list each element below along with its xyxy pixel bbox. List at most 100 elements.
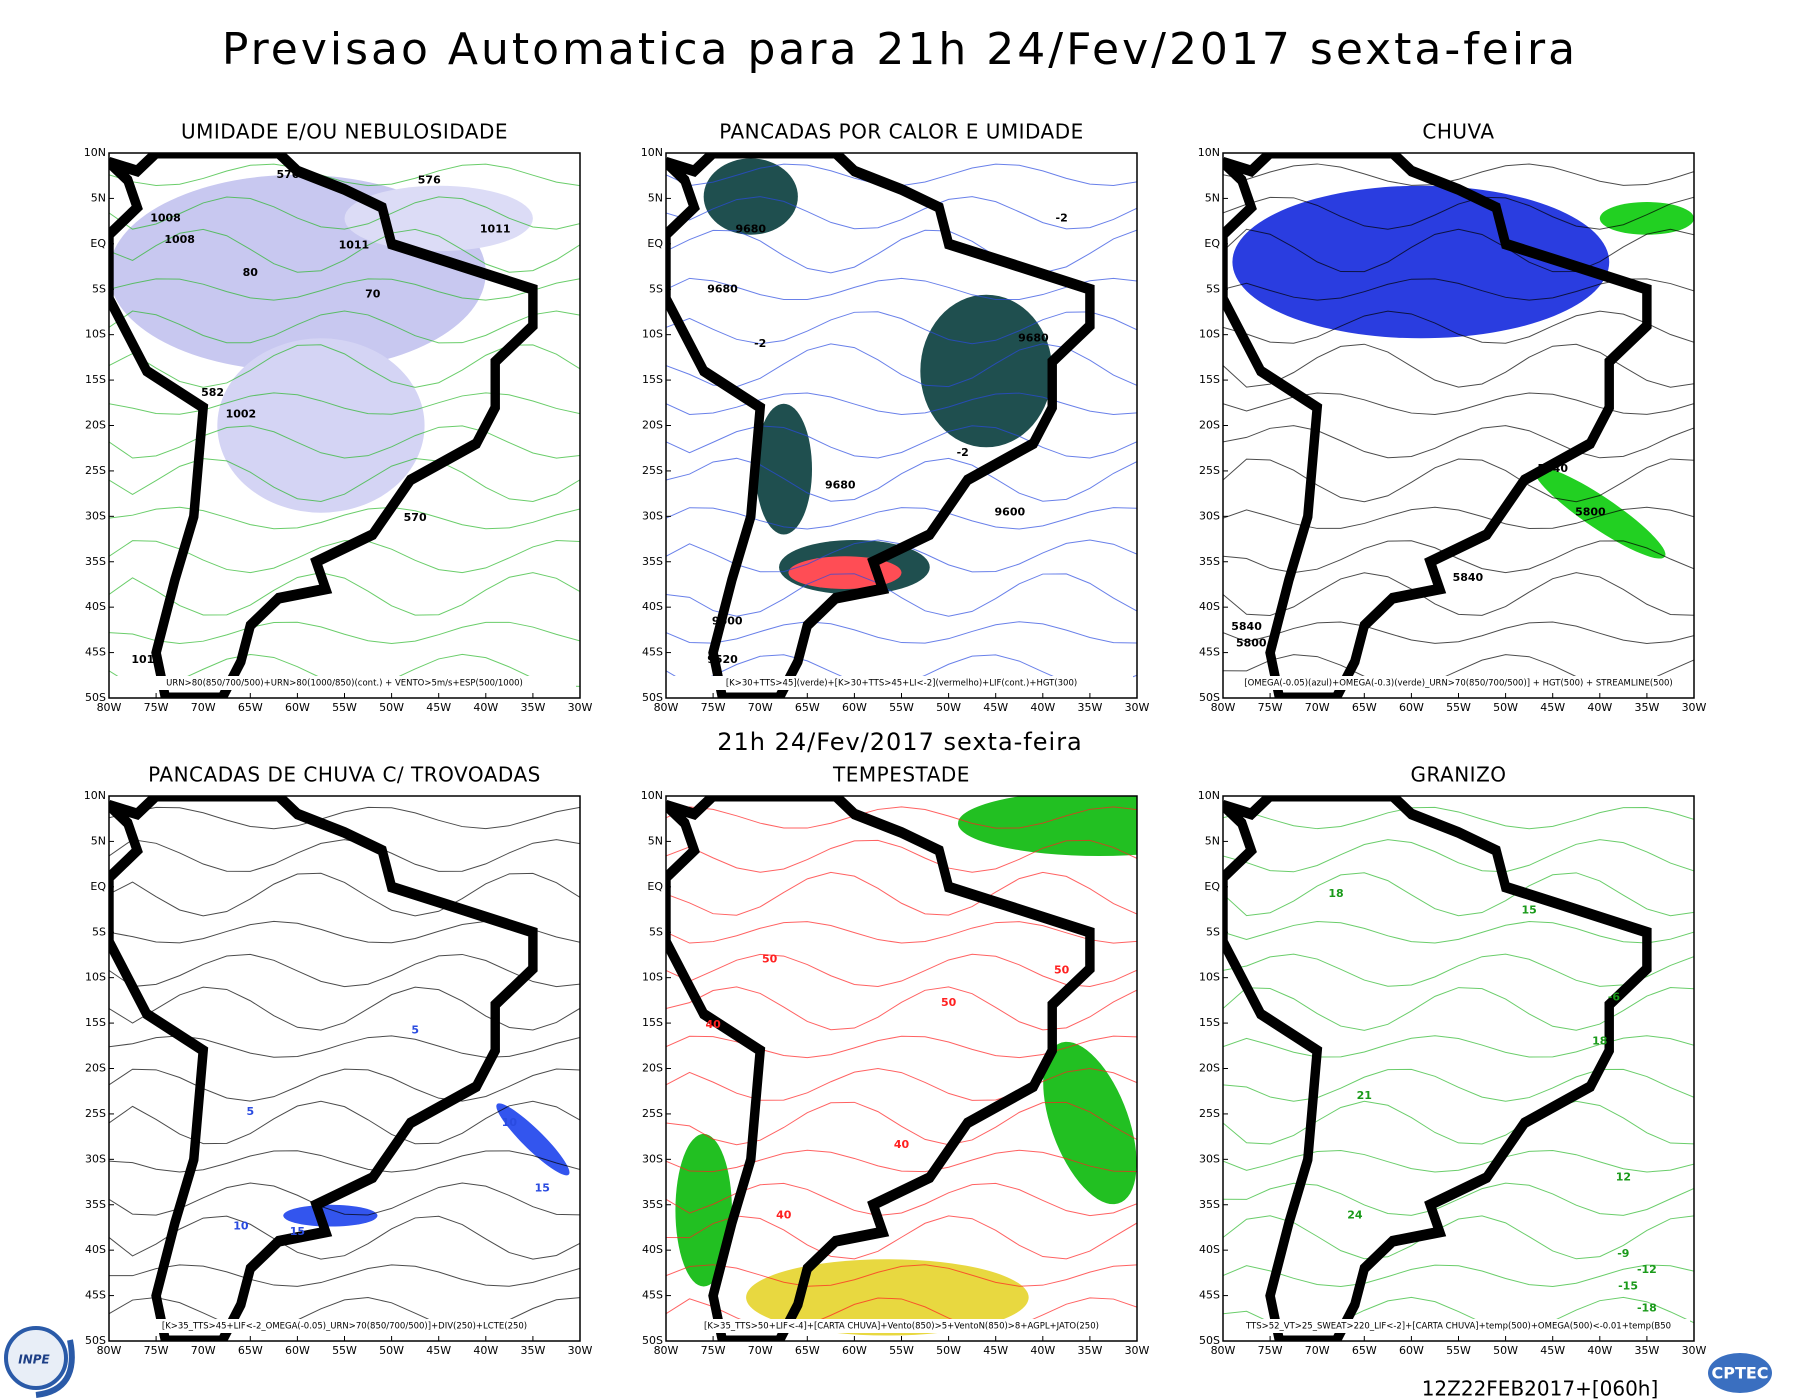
contour-line [109,873,580,916]
lat-tick-label: 10S [1199,971,1220,984]
legend-text: [K>35_TTS>45+LIF<-2_OMEGA(-0.05)_URN>70(… [162,1322,527,1332]
lon-tick-label: 30W [568,1344,593,1357]
map-background [109,796,580,1341]
contour-label: 576 [276,168,299,181]
lat-tick-label: 5S [92,925,106,938]
lon-tick-label: 55W [1446,701,1471,714]
lat-tick-label: EQ [90,237,106,250]
contour-label: 9600 [712,615,743,628]
lon-tick-label: 70W [748,1344,773,1357]
lon-tick-label: 60W [1399,701,1424,714]
lat-tick-label: 45S [85,646,106,659]
contour-line [1223,954,1694,986]
lon-tick-label: 40W [1030,1344,1055,1357]
lon-tick-label: 35W [520,701,545,714]
contour-label: 9600 [995,506,1026,519]
lat-tick-label: 5S [1206,282,1220,295]
lon-tick-label: 35W [1634,1344,1659,1357]
contour-label: 40 [705,1018,721,1031]
lat-tick-label: 40S [1199,1243,1220,1256]
instability-area [920,294,1053,448]
lat-tick-label: 5N [648,191,663,204]
legend-text: URN>80(850/700/500)+URN>80(1000/850)(con… [166,679,523,689]
lat-tick-label: 30S [642,1152,663,1165]
contour-label: 9680 [825,478,856,491]
legend-box [113,1319,576,1333]
contour-line [1223,1101,1694,1144]
lon-tick-label: 65W [238,1344,263,1357]
contour-line [1223,1036,1694,1057]
contour-line [666,1216,1137,1259]
panel-title: TEMPESTADE [832,763,970,787]
lon-tick-label: 60W [842,701,867,714]
map-background [1223,796,1694,1341]
contour-line [109,279,580,300]
contour-label: 1008 [164,233,195,246]
rain-area [1534,466,1666,559]
logo-text: CPTEC [1711,1364,1768,1383]
lon-tick-label: 70W [191,701,216,714]
lat-tick-label: 5S [92,282,106,295]
logo-text: INPE [18,1353,50,1367]
lat-tick-label: EQ [1204,880,1220,893]
lon-tick-label: 30W [568,701,593,714]
lat-tick-label: 35S [1199,555,1220,568]
lat-tick-label: 45S [642,646,663,659]
lat-tick-label: 10S [1199,328,1220,341]
contour-label: -2 [1056,211,1068,224]
lat-tick-label: 20S [642,1062,663,1075]
lat-tick-label: 20S [85,1062,106,1075]
contour-label: 1011 [339,239,370,252]
lat-tick-label: 10N [641,789,663,802]
lat-tick-label: 10N [1198,146,1220,159]
contour-line [1223,622,1694,643]
contour-label: 5840 [1537,462,1568,475]
contour-label: 9680 [735,222,766,235]
contour-label: 582 [201,386,224,399]
contour-line [1223,573,1694,616]
lon-tick-label: 50W [1493,701,1518,714]
lon-tick-label: 40W [1030,701,1055,714]
lon-tick-label: 80W [654,1344,679,1357]
lat-tick-label: 25S [1199,1107,1220,1120]
lon-tick-label: 75W [1258,1344,1283,1357]
contour-label: 5 [246,1105,254,1118]
lon-tick-label: 50W [379,701,404,714]
lat-tick-label: 25S [642,464,663,477]
lat-tick-label: 15S [1199,1016,1220,1029]
lat-tick-label: EQ [647,880,663,893]
storm-cell [496,1103,570,1176]
contour-label: 24 [1347,1209,1363,1222]
lon-tick-label: 70W [1305,1344,1330,1357]
lat-tick-label: 10S [85,971,106,984]
lat-tick-label: 25S [1199,464,1220,477]
contour-line [109,459,580,502]
contour-label: 1002 [226,408,257,421]
contour-line [109,393,580,414]
lat-tick-label: 10N [1198,789,1220,802]
contour-label: 10 [233,1220,249,1233]
panel-title: PANCADAS POR CALOR E UMIDADE [719,120,1084,144]
legend-box [1227,1319,1690,1333]
lat-tick-label: 40S [85,1243,106,1256]
storm-cell [283,1204,378,1227]
lon-tick-label: 35W [520,1344,545,1357]
map-background [666,153,1137,698]
contour-line [109,840,580,872]
legend-box [1227,676,1690,690]
legend-box [670,1319,1133,1333]
lat-tick-label: 50S [642,1334,663,1347]
contour-line [109,345,580,388]
contour-label: 18 [1592,1034,1607,1047]
contour-line [666,197,1137,229]
lat-tick-label: 15S [85,373,106,386]
contour-label: 9520 [707,653,738,666]
lon-tick-label: 80W [654,701,679,714]
contour-line [109,1069,580,1101]
lon-tick-label: 55W [332,701,357,714]
lon-tick-label: 70W [748,701,773,714]
contour-line [109,1101,580,1143]
contour-label: 5800 [1575,506,1606,519]
lon-tick-label: 50W [936,1344,961,1357]
